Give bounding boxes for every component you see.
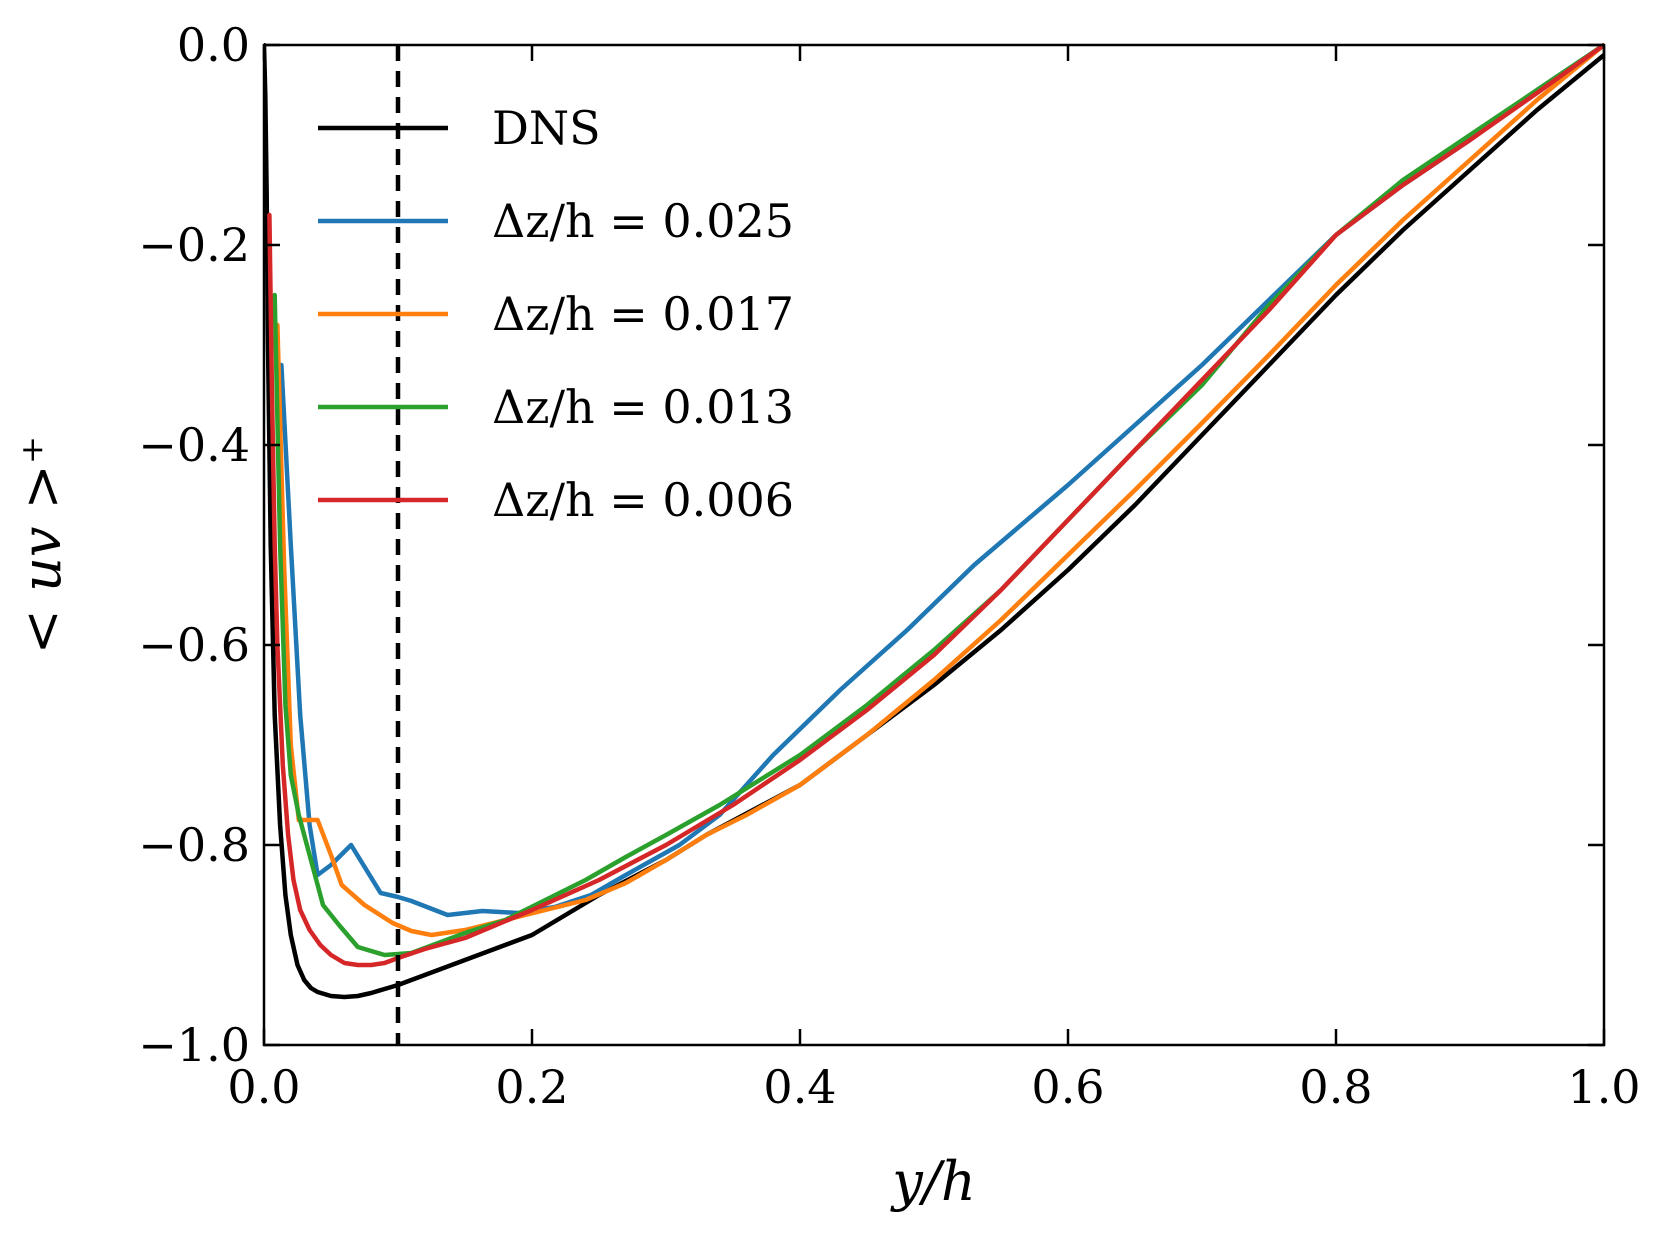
legend-item: DNS bbox=[318, 101, 601, 155]
y-tick-label: −0.2 bbox=[138, 218, 250, 272]
series-line-3 bbox=[272, 43, 1604, 958]
x-tick-label: 0.4 bbox=[763, 1060, 836, 1114]
x-tick-label: 0.6 bbox=[1031, 1060, 1104, 1114]
y-axis-title: < uv >⁺ bbox=[10, 436, 73, 655]
y-tick-label: −1.0 bbox=[138, 1018, 250, 1072]
series-line-0 bbox=[264, 43, 1604, 1000]
legend-item: Δz/h = 0.006 bbox=[318, 473, 794, 527]
legend-item: Δz/h = 0.013 bbox=[318, 380, 794, 434]
legend-label: Δz/h = 0.006 bbox=[492, 473, 794, 527]
x-tick-label: 0.0 bbox=[227, 1060, 300, 1114]
tick-layer: 0.0 0.2 0.4 0.6 0.8 1.0 0.0 −0.2 −0.4 −0.6 −0.8 −1.… bbox=[138, 18, 1640, 1114]
legend-label: Δz/h = 0.017 bbox=[492, 287, 794, 341]
x-tick-label: 0.8 bbox=[1299, 1060, 1372, 1114]
series-line-4 bbox=[267, 43, 1604, 968]
legend-label: Δz/h = 0.025 bbox=[492, 194, 794, 248]
legend-item: Δz/h = 0.017 bbox=[318, 287, 794, 341]
series-line-1 bbox=[279, 43, 1604, 918]
series-layer bbox=[264, 43, 1604, 1000]
legend-label: Δz/h = 0.013 bbox=[492, 380, 794, 434]
y-tick-label: 0.0 bbox=[177, 18, 250, 72]
series-line-2 bbox=[275, 43, 1604, 938]
y-tick-label: −0.6 bbox=[138, 618, 250, 672]
legend-item: Δz/h = 0.025 bbox=[318, 194, 794, 248]
y-tick-label: −0.4 bbox=[138, 418, 250, 472]
x-tick-label: 1.0 bbox=[1567, 1060, 1640, 1114]
y-tick-label: −0.8 bbox=[138, 818, 250, 872]
plot-frame bbox=[262, 43, 1606, 1047]
x-tick-label: 0.2 bbox=[495, 1060, 568, 1114]
legend: DNS Δz/h = 0.025 Δz/h = 0.017 Δz/h = 0.013 Δ… bbox=[318, 101, 794, 527]
legend-label: DNS bbox=[492, 101, 601, 155]
x-axis-title: y/h bbox=[890, 1150, 975, 1213]
